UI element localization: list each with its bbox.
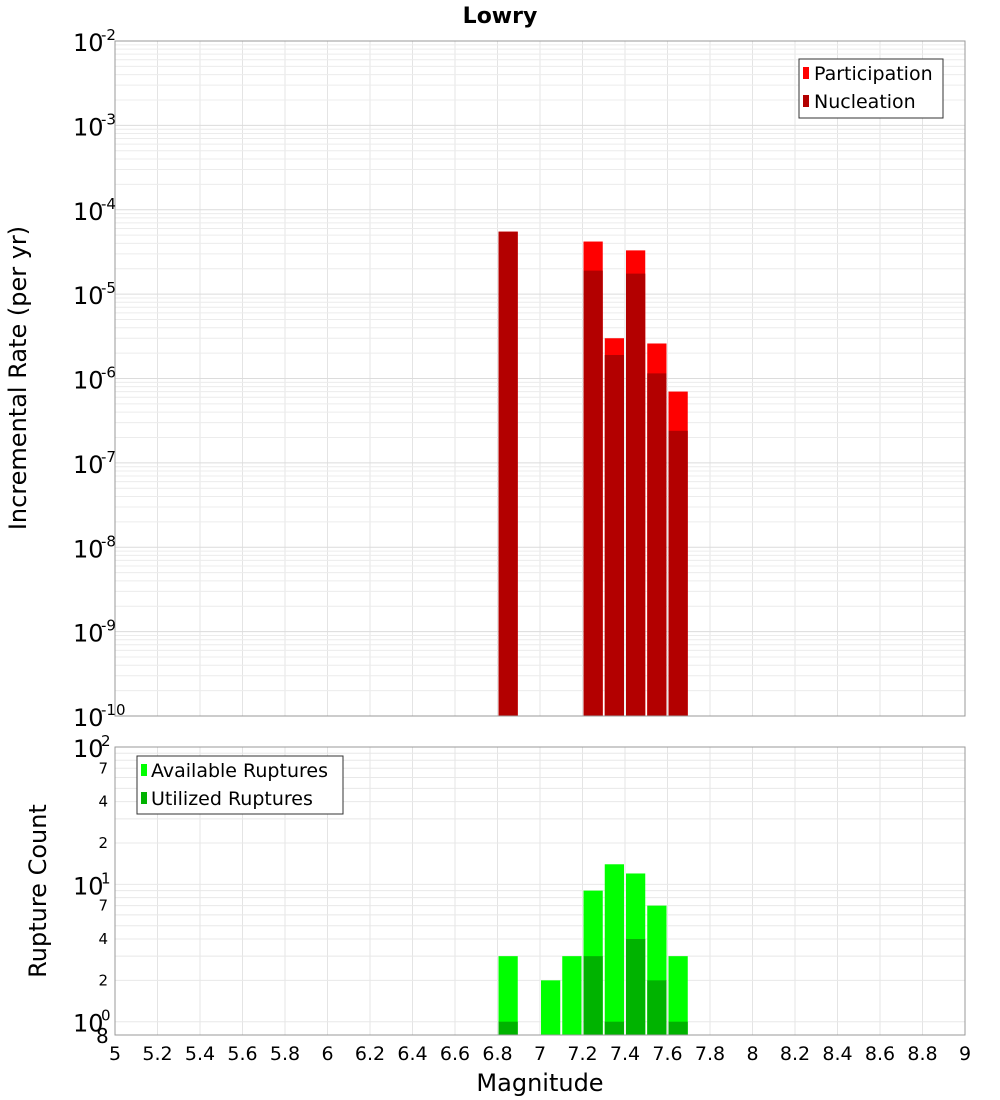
y-tick-exponent: -4: [101, 195, 116, 213]
y-tick-exponent: 1: [101, 869, 111, 887]
bar-available-ruptures-6-85: [498, 956, 518, 1035]
x-tick-label: 5: [109, 1043, 121, 1065]
bar-nucleation-6-85: [498, 231, 518, 716]
y-tick-label: 10: [73, 282, 104, 310]
bottom-plot-frame: [114, 746, 966, 1036]
x-tick-label: 6: [321, 1043, 333, 1065]
y-tick-label: 10: [73, 620, 104, 648]
legend-swatch-nucleation: [803, 95, 809, 107]
y-tick-label: 10: [73, 367, 104, 395]
x-tick-label: 6.4: [397, 1043, 427, 1065]
x-tick-label: 6.2: [355, 1043, 385, 1065]
y-tick-exponent: -9: [101, 617, 116, 635]
bar-available-ruptures-7-35: [604, 864, 624, 1035]
top-y-ticks: 10-210-310-410-510-610-710-810-910-10: [73, 26, 126, 732]
bar-nucleation-7-25: [583, 270, 603, 716]
y-tick-exponent: -6: [101, 364, 116, 382]
bar-utilized-ruptures-7-55: [647, 980, 667, 1035]
bar-utilized-ruptures-7-45: [626, 939, 646, 1035]
bar-nucleation-7-35: [604, 354, 624, 716]
y-tick-label: 10: [73, 704, 104, 732]
bottom-legend: Available Ruptures Utilized Ruptures: [136, 755, 344, 815]
y-tick-label: 10: [73, 872, 104, 900]
top-legend-box: [798, 58, 944, 119]
top-plot-frame: [114, 40, 966, 717]
top-legend: Participation Nucleation: [798, 58, 944, 119]
legend-swatch-available-ruptures: [141, 764, 147, 776]
y-tick-label: 10: [73, 198, 104, 226]
legend-label-participation: Participation: [814, 63, 933, 85]
x-tick-label: 5.8: [270, 1043, 300, 1065]
x-axis-label: Magnitude: [476, 1069, 603, 1097]
y-tick-label: 8: [96, 1024, 109, 1048]
legend-label-nucleation: Nucleation: [814, 91, 916, 113]
bottom-bars: [498, 864, 688, 1035]
bar-nucleation-7-55: [647, 373, 667, 716]
bar-available-ruptures-7-05: [541, 980, 561, 1035]
x-tick-label: 8.6: [865, 1043, 895, 1065]
y-tick-exponent: -2: [101, 26, 116, 44]
legend-label-utilized-ruptures: Utilized Ruptures: [151, 788, 313, 810]
bottom-y-axis-label: Rupture Count: [24, 804, 52, 978]
top-grid: [114, 41, 966, 717]
y-tick-exponent: -10: [101, 701, 126, 719]
y-tick-label: 10: [73, 735, 104, 763]
bar-utilized-ruptures-7-65: [668, 1021, 688, 1035]
y-tick-label: 2: [98, 971, 108, 989]
x-tick-label: 7.2: [567, 1043, 597, 1065]
legend-label-available-ruptures: Available Ruptures: [151, 760, 328, 782]
y-tick-label: 10: [73, 451, 104, 479]
bar-available-ruptures-7-15: [562, 956, 582, 1035]
y-tick-label: 4: [98, 793, 108, 811]
y-tick-label: 2: [98, 834, 108, 852]
x-tick-label: 6.8: [482, 1043, 512, 1065]
x-tick-label: 5.2: [142, 1043, 172, 1065]
bar-available-ruptures-7-65: [668, 956, 688, 1035]
top-y-axis-label: Incremental Rate (per yr): [4, 226, 32, 530]
legend-swatch-participation: [803, 67, 809, 79]
y-tick-label: 7: [98, 897, 108, 915]
x-tick-label: 8.2: [780, 1043, 810, 1065]
x-tick-label: 5.4: [185, 1043, 215, 1065]
y-tick-exponent: 0: [101, 1007, 111, 1025]
x-tick-label: 5.6: [227, 1043, 257, 1065]
chart-title: Lowry: [463, 4, 538, 29]
y-tick-exponent: -5: [101, 279, 116, 297]
x-ticks: 5 5.2 5.4 5.6 5.8 6 6.2 6.4 6.6 6.8 7 7.2 7.4 7.6 7.8 8…: [109, 1043, 971, 1065]
bar-utilized-ruptures-6-85: [498, 1021, 518, 1035]
x-tick-label: 9: [959, 1043, 971, 1065]
y-tick-exponent: 2: [101, 732, 111, 750]
x-tick-label: 8.4: [822, 1043, 852, 1065]
y-tick-label: 4: [98, 930, 108, 948]
y-tick-exponent: -8: [101, 532, 116, 550]
y-tick-exponent: -7: [101, 448, 116, 466]
y-tick-label: 10: [73, 535, 104, 563]
bar-utilized-ruptures-7-35: [604, 1021, 624, 1035]
y-tick-label: 10: [73, 1010, 104, 1038]
y-tick-label: 7: [98, 759, 108, 777]
x-tick-label: 8: [746, 1043, 758, 1065]
x-tick-label: 7.6: [652, 1043, 682, 1065]
x-tick-label: 7.4: [610, 1043, 640, 1065]
x-tick-label: 7.8: [695, 1043, 725, 1065]
bar-nucleation-7-45: [626, 273, 646, 716]
y-tick-exponent: -3: [101, 110, 116, 128]
x-tick-label: 7: [534, 1043, 546, 1065]
top-bars: [498, 231, 688, 717]
x-tick-label: 8.8: [907, 1043, 937, 1065]
y-tick-label: 10: [73, 113, 104, 141]
x-tick-label: 6.6: [440, 1043, 470, 1065]
y-tick-label: 10: [73, 29, 104, 57]
bottom-legend-box: [136, 755, 344, 815]
legend-swatch-utilized-ruptures: [141, 792, 147, 804]
bar-utilized-ruptures-7-25: [583, 956, 603, 1035]
bar-nucleation-7-65: [668, 430, 688, 716]
